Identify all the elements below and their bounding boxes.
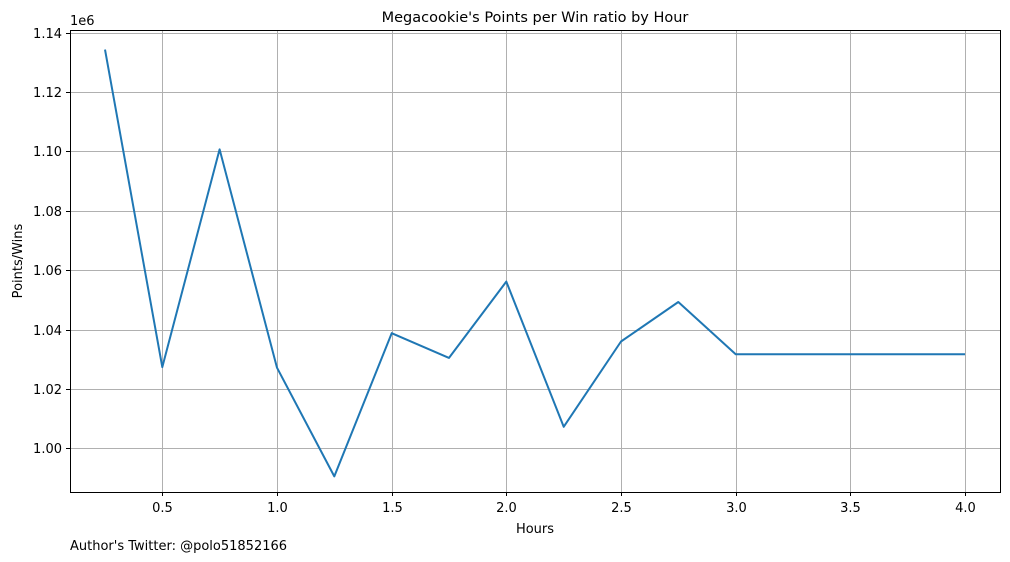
y-tick-label: 1.12 bbox=[33, 86, 62, 101]
x-tick-label: 1.5 bbox=[382, 501, 403, 516]
y-offset-label: 1e6 bbox=[70, 14, 95, 29]
x-tick-label: 3.0 bbox=[726, 501, 747, 516]
x-tick-label: 2.0 bbox=[496, 501, 517, 516]
x-axis: 0.5 1.0 1.5 2.0 2.5 3.0 3.5 4.0 bbox=[152, 492, 976, 516]
y-tick-label: 1.04 bbox=[33, 324, 62, 339]
y-tick-label: 1.06 bbox=[33, 264, 62, 279]
y-tick-label: 1.10 bbox=[33, 145, 62, 160]
y-axis: 1.00 1.02 1.04 1.06 1.08 1.10 1.12 1.14 bbox=[33, 27, 70, 457]
y-axis-label: Points/Wins bbox=[11, 223, 26, 298]
y-tick-label: 1.08 bbox=[33, 205, 62, 220]
series-layer bbox=[104, 49, 965, 478]
x-axis-label: Hours bbox=[516, 522, 554, 537]
grid bbox=[70, 30, 1000, 492]
series-line bbox=[104, 49, 965, 478]
x-tick-label: 3.5 bbox=[840, 501, 861, 516]
x-tick-label: 1.0 bbox=[267, 501, 288, 516]
x-tick-label: 0.5 bbox=[152, 501, 173, 516]
y-tick-label: 1.02 bbox=[33, 383, 62, 398]
plot-frame bbox=[70, 30, 1001, 493]
y-tick-label: 1.14 bbox=[33, 27, 62, 42]
x-tick-label: 2.5 bbox=[611, 501, 632, 516]
chart-title: Megacookie's Points per Win ratio by Hou… bbox=[382, 10, 689, 26]
y-tick-label: 1.00 bbox=[33, 442, 62, 457]
x-tick-label: 4.0 bbox=[955, 501, 976, 516]
author-footer: Author's Twitter: @polo51852166 bbox=[70, 539, 287, 554]
